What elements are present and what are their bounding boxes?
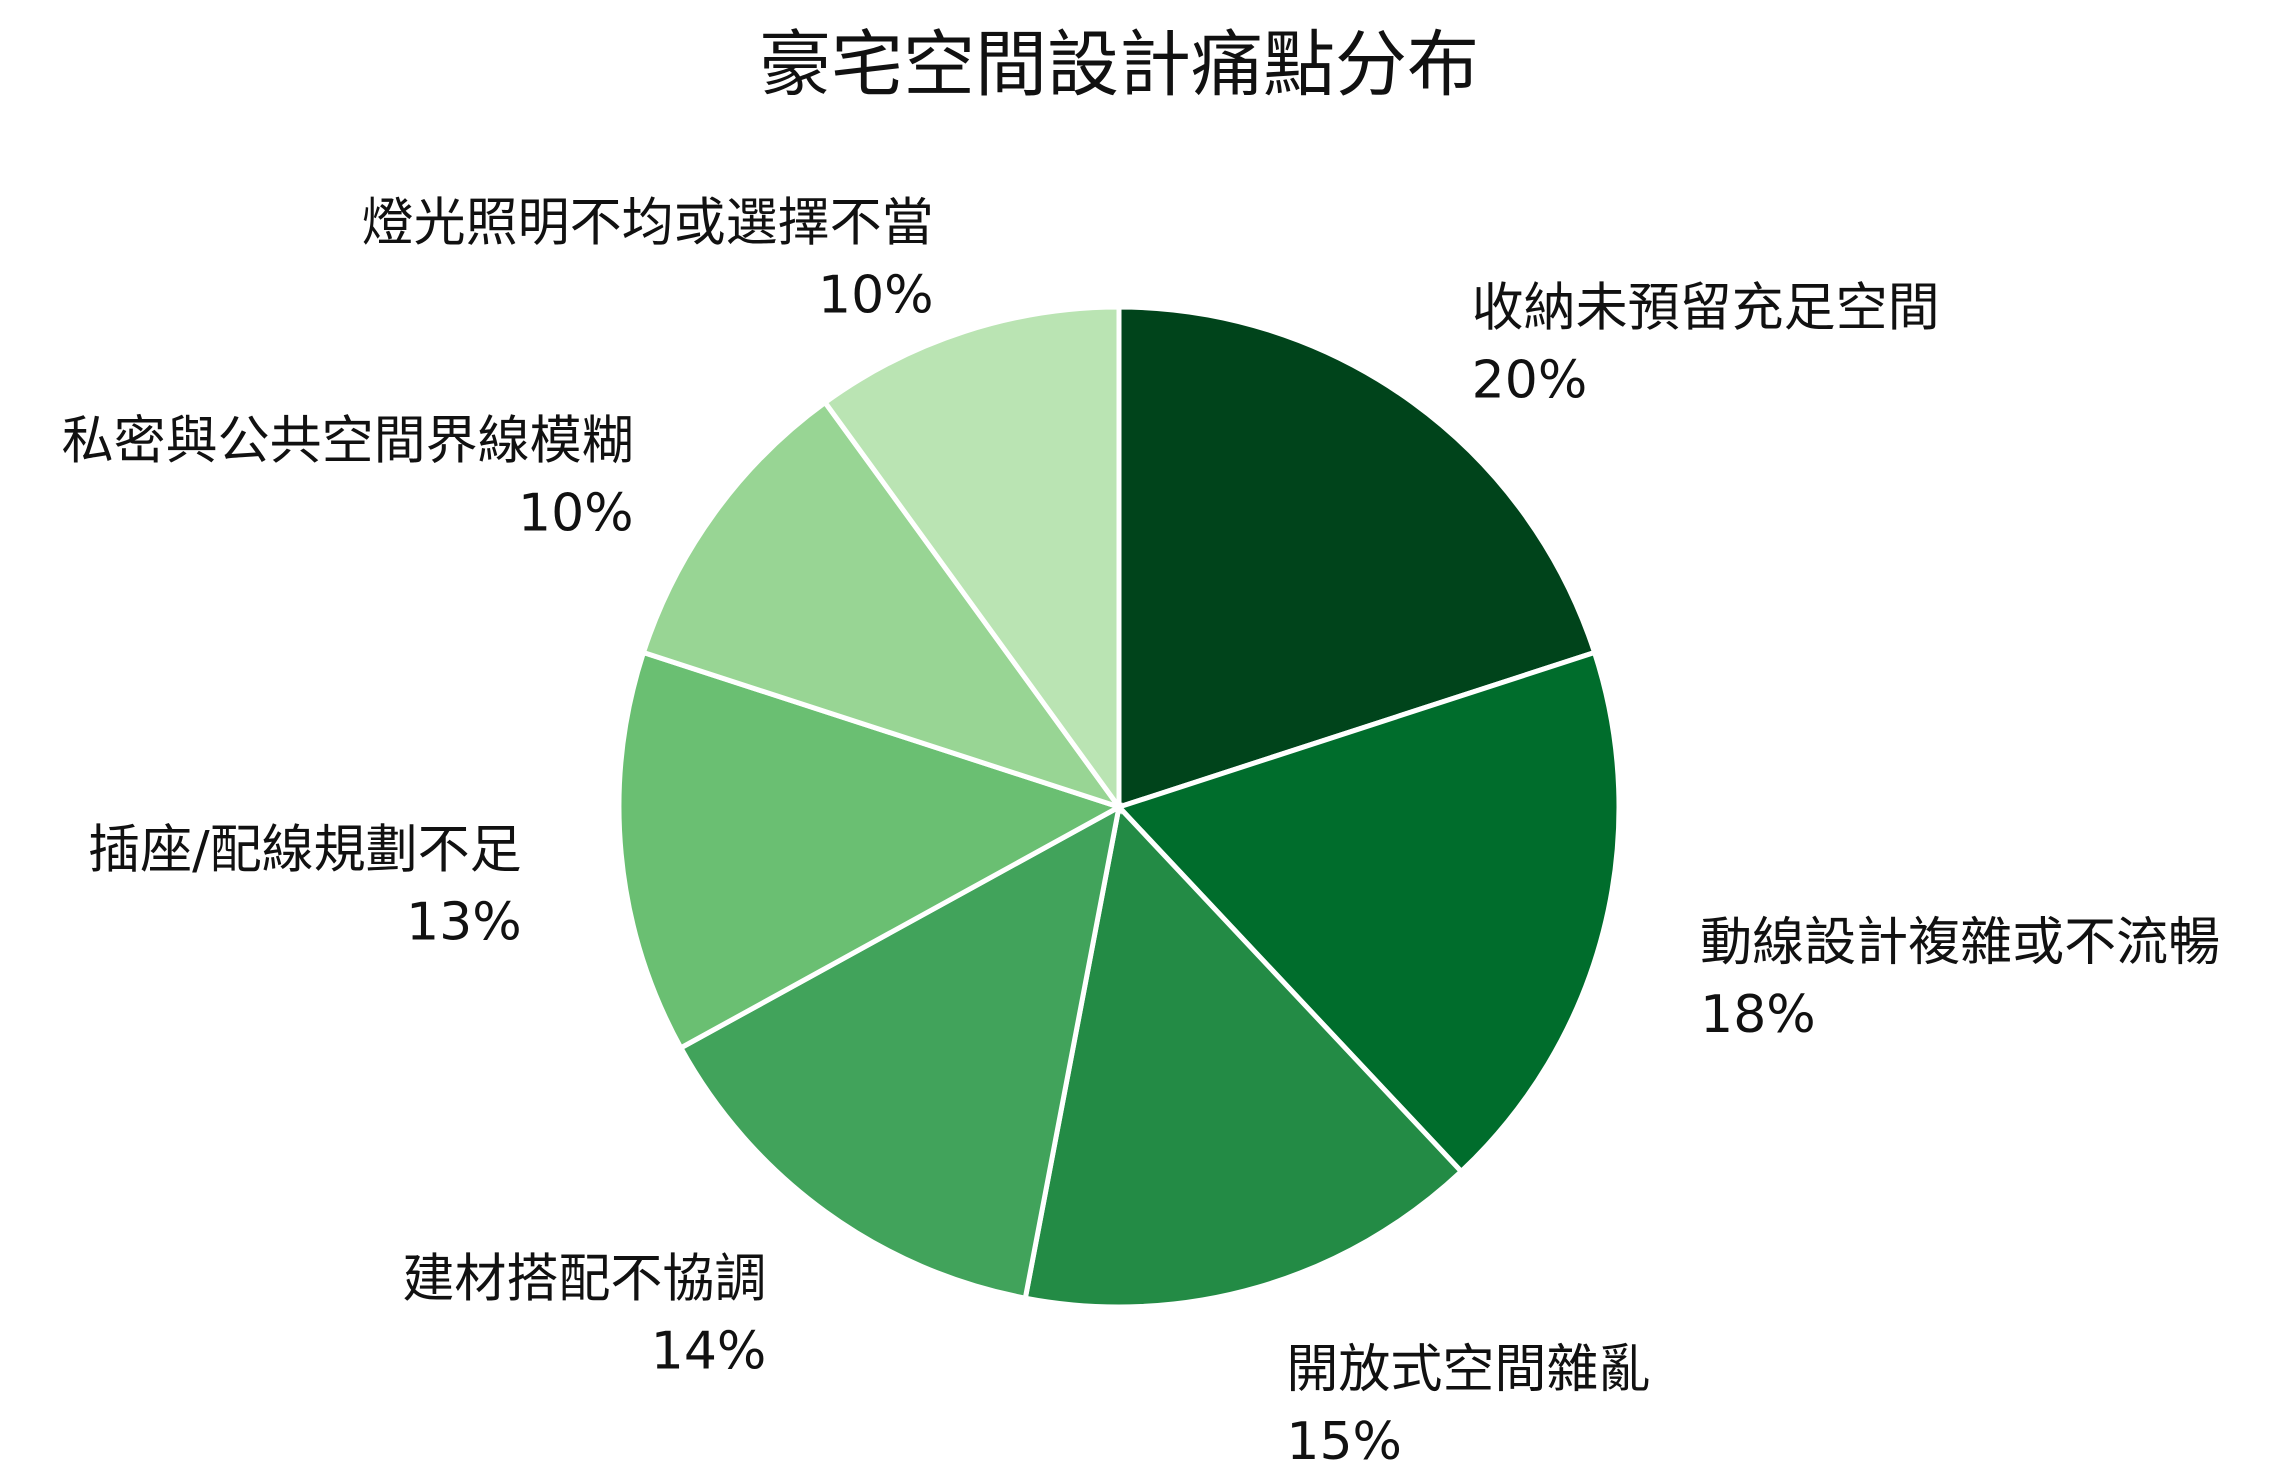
pie-slice (640, 398, 1126, 812)
slice-label: 插座/配線規劃不足 (88, 820, 522, 880)
slice-label: 私密與公共空間界線模糊 (62, 411, 634, 471)
slice-label: 建材搭配不協調 (402, 1249, 766, 1309)
slice-label: 燈光照明不均或選擇不當 (362, 193, 934, 253)
slice-label: 動線設計複雜或不流暢 (1700, 913, 2220, 973)
pie-slice (1116, 304, 1598, 811)
slice-label: 收納未預留充足空間 (1472, 279, 1940, 339)
chart-title: 豪宅空間設計痛點分布 (759, 23, 1479, 107)
slice-label: 開放式空間雜亂 (1286, 1340, 1650, 1400)
slice-value-label: 15% (1286, 1412, 1402, 1468)
slice-value-label: 10% (518, 483, 634, 543)
pie-slice (677, 802, 1123, 1302)
pie-slice (1022, 801, 1465, 1310)
pie-slice (821, 304, 1122, 815)
slice-value-label: 18% (1700, 985, 1816, 1045)
pie-slice (616, 649, 1126, 1052)
slice-value-label: 20% (1472, 351, 1588, 411)
pie-slice (1114, 649, 1622, 1176)
slice-value-label: 14% (651, 1321, 767, 1381)
slice-value-label: 10% (818, 265, 934, 325)
slice-value-label: 13% (406, 892, 522, 952)
